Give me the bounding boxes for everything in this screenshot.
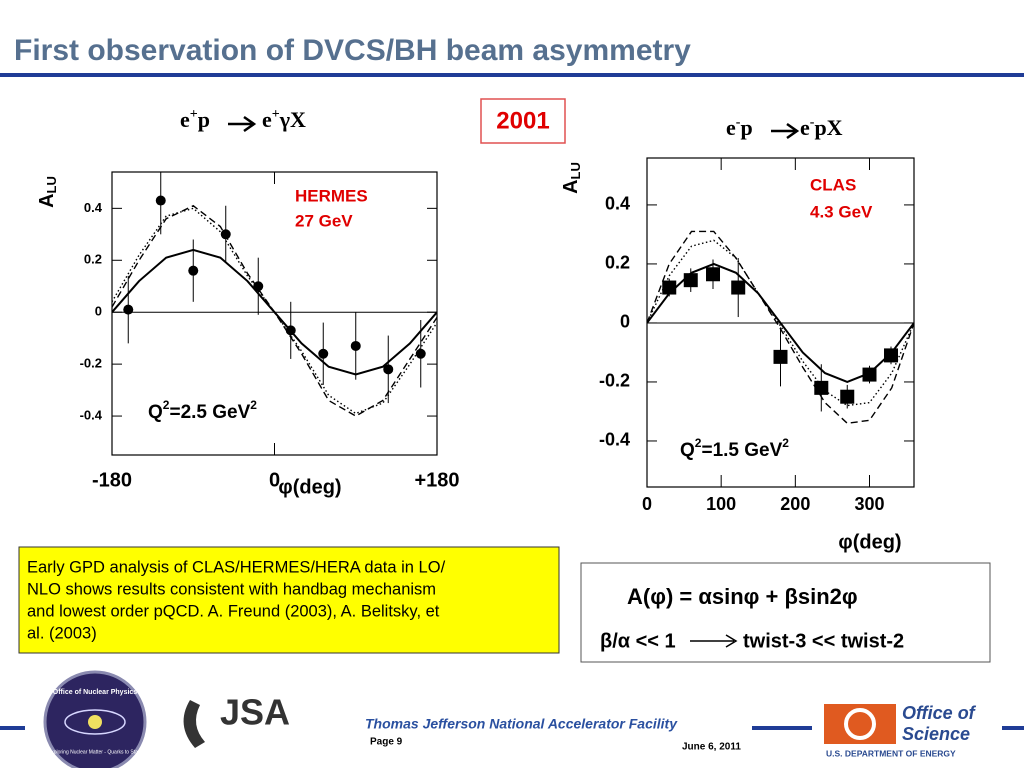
note-line: and lowest order pQCD. A. Freund (2003),… [27,602,440,620]
onp-motto: Exploring Nuclear Matter - Quarks to Sta… [48,749,143,755]
data-point [318,348,329,359]
reaction: e-p [726,115,753,140]
footer-rule [1002,726,1024,730]
footer-rule [752,726,812,730]
data-point [862,367,877,382]
data-point [415,348,426,359]
y-tick-label: 0.2 [605,253,630,273]
q-label-part: Q [148,402,163,423]
ratio: β/α << 1 [600,630,676,652]
x-axis-label: φ(deg) [838,531,901,553]
y-axis-label: ALU [36,176,59,208]
note-line: NLO shows results consistent with handba… [27,580,436,598]
data-point [731,280,746,295]
x-tick-label: -180 [92,469,132,491]
y-axis-label-main: A [560,179,582,193]
data-point [773,349,788,364]
twist: twist-3 << twist-2 [743,630,904,652]
annotation: 27 GeV [295,211,353,230]
onp-orbit [64,709,126,735]
title-rule [0,73,1024,77]
x-tick-label: 100 [706,494,736,514]
lab-name: Thomas Jefferson National Accelerator Fa… [365,716,678,732]
oos-line: Office of [902,703,977,723]
y-tick-label: -0.4 [80,407,103,422]
data-point [253,281,264,292]
y-tick-label: -0.4 [599,430,630,450]
onp-core [88,715,102,729]
reaction: e+p [180,107,210,132]
q-label: Q2=2.5 GeV2 [148,398,257,423]
onp-name: Office of Nuclear Physics [53,689,138,696]
jsa-logo: JSA [220,692,290,733]
y-axis-label-sub: LU [568,162,583,179]
reaction: e+γX [262,107,306,132]
data-point [350,340,361,351]
formula-box [580,562,991,663]
y-tick-label: 0.4 [84,200,103,215]
data-point [155,195,166,206]
data-point [188,265,199,276]
year: 2001 [496,107,549,134]
x-axis-label: φ(deg) [278,476,341,498]
page-number: Page 9 [370,737,403,748]
note-box [18,546,560,654]
slide-title: First observation of DVCS/BH beam asymme… [14,34,691,67]
data-point [683,273,698,288]
annotation: 4.3 GeV [810,202,873,221]
annotation: HERMES [295,186,368,205]
q-label-part: 2 [695,436,702,450]
arrow [228,115,257,133]
x-tick-label: 200 [780,494,810,514]
data-point [123,304,134,315]
data-point [285,325,296,336]
data-point [706,267,721,282]
y-axis-label: ALU [560,162,583,194]
arrow [771,122,800,140]
reaction: e-pX [800,115,843,140]
x-tick-label: +180 [414,469,459,491]
x-tick-label: 0 [269,469,280,491]
y-tick-label: -0.2 [599,371,630,391]
doe: U.S. DEPARTMENT OF ENERGY [826,748,956,758]
annotation: CLAS [810,175,856,194]
q-label-part: 2 [163,398,170,412]
data-point [383,364,394,375]
x-tick-label: 300 [854,494,884,514]
data-point [840,389,855,404]
q-label-part: 2 [782,436,789,450]
jsa-swoosh [183,700,205,748]
data-point [662,280,677,295]
q-label-part: =2.5 GeV [169,402,250,423]
fit-curve [112,207,437,415]
note-line: Early GPD analysis of CLAS/HERMES/HERA d… [27,558,446,576]
y-tick-label: 0 [95,304,102,319]
y-axis-label-sub: LU [44,176,59,193]
q-label-part: =1.5 GeV [701,440,782,461]
y-tick-label: 0 [620,312,630,332]
arrow [690,634,738,648]
oos-line: Science [902,724,970,744]
data-point [814,380,829,395]
y-axis-label-main: A [36,193,58,207]
year-box [480,98,566,144]
q-label-part: Q [680,440,695,461]
footer-rule [0,726,25,730]
note-line: al. (2003) [27,624,97,642]
data-point [220,229,231,240]
x-tick-label: 0 [642,494,652,514]
data-point [884,348,899,363]
q-label-part: 2 [250,398,257,412]
y-tick-label: 0.4 [605,194,630,214]
fit-curve [647,239,914,407]
date: June 6, 2011 [682,742,741,753]
y-tick-label: -0.2 [80,356,102,371]
fit-curve [112,204,437,417]
y-tick-label: 0.2 [84,252,102,267]
oos-swirl [844,708,876,740]
formula: A(φ) = αsinφ + βsin2φ [627,584,858,609]
q-label: Q2=1.5 GeV2 [680,436,789,461]
